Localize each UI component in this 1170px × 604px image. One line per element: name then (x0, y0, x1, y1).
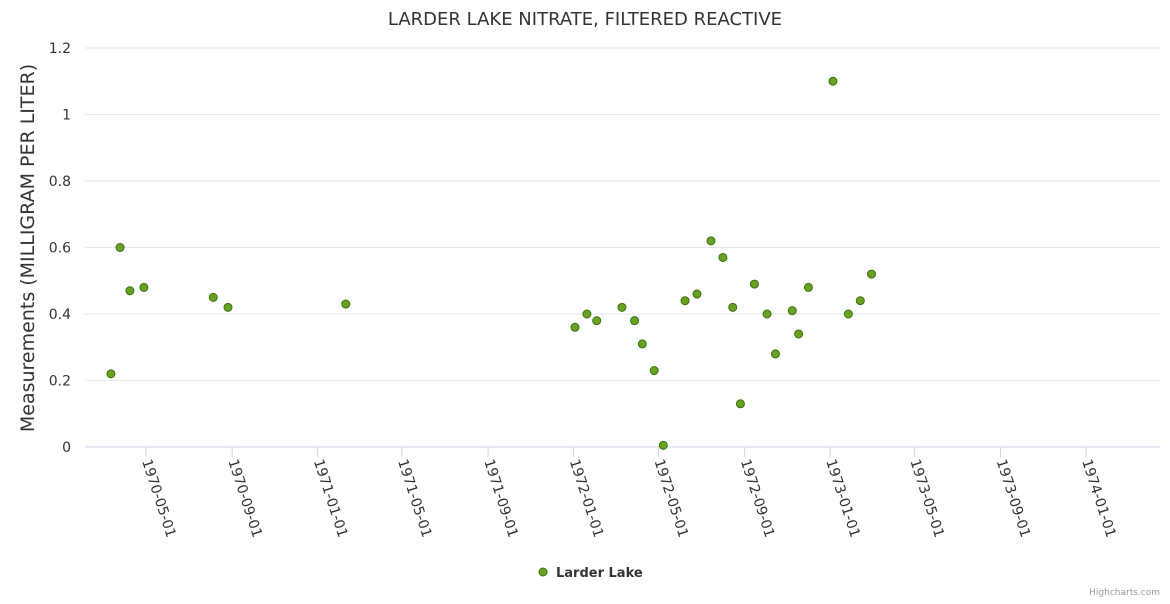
data-point[interactable] (125, 286, 135, 296)
data-point[interactable] (115, 243, 125, 252)
y-tick-label: 0.6 (49, 241, 71, 257)
data-point[interactable] (794, 329, 804, 339)
data-point[interactable] (706, 236, 716, 246)
y-tick-label: 0 (62, 440, 71, 456)
x-tick-label: 1972-09-01 (737, 457, 777, 539)
x-tick-label: 1971-05-01 (394, 457, 434, 539)
y-axis-title: Measurements (MILLIGRAM PER LITER) (17, 64, 39, 432)
data-point[interactable] (658, 440, 668, 450)
credits-link[interactable]: Highcharts.com (1089, 588, 1160, 598)
data-point[interactable] (570, 322, 580, 332)
data-point[interactable] (718, 252, 728, 262)
x-tick-label: 1973-05-01 (906, 457, 946, 539)
data-point[interactable] (770, 349, 780, 359)
data-point[interactable] (728, 302, 738, 312)
data-point[interactable] (749, 279, 759, 289)
x-tick-label: 1970-05-01 (138, 457, 178, 539)
y-tick-label: 1 (62, 108, 71, 124)
y-tick-label: 1.2 (49, 41, 71, 57)
data-point[interactable] (828, 76, 838, 86)
y-tick-label: 0.4 (49, 307, 71, 323)
x-tick-label: 1971-01-01 (310, 457, 350, 539)
legend[interactable]: Larder Lake (538, 566, 643, 581)
x-tick-label: 1973-01-01 (822, 457, 862, 539)
data-point[interactable] (582, 309, 592, 319)
data-point[interactable] (787, 306, 797, 316)
data-point[interactable] (843, 309, 853, 319)
chart-title: LARDER LAKE NITRATE, FILTERED REACTIVE (388, 9, 782, 30)
y-axis-ticks: 0 0.2 0.4 0.6 0.8 1 1.2 (49, 41, 71, 456)
data-point[interactable] (855, 296, 865, 306)
data-point[interactable] (106, 369, 116, 379)
data-point[interactable] (867, 269, 877, 279)
data-point[interactable] (630, 316, 640, 326)
data-point[interactable] (637, 339, 647, 349)
x-tick-label: 1970-09-01 (224, 457, 264, 539)
x-axis-ticks: 1970-05-01 1970-09-01 1971-01-01 1971-05-01… (138, 447, 1119, 540)
y-tick-label: 0.2 (49, 374, 71, 390)
data-point[interactable] (649, 366, 659, 376)
legend-label: Larder Lake (556, 566, 643, 581)
legend-marker (538, 567, 548, 577)
data-point[interactable] (803, 282, 813, 292)
data-point[interactable] (680, 296, 690, 306)
x-tick-label: 1972-05-01 (651, 457, 691, 539)
data-point[interactable] (208, 292, 218, 302)
data-point[interactable] (341, 299, 351, 309)
data-points (106, 76, 877, 450)
x-tick-label: 1973-09-01 (993, 457, 1033, 539)
x-tick-label: 1974-01-01 (1078, 457, 1118, 539)
x-tick-label: 1971-09-01 (480, 457, 520, 539)
data-point[interactable] (735, 399, 745, 409)
data-point[interactable] (617, 302, 627, 312)
data-point[interactable] (762, 309, 772, 319)
data-point[interactable] (692, 289, 702, 299)
y-tick-label: 0.8 (49, 174, 71, 190)
data-point[interactable] (223, 302, 233, 312)
x-tick-label: 1972-01-01 (566, 457, 606, 539)
data-point[interactable] (139, 282, 149, 292)
data-point[interactable] (592, 316, 602, 326)
grid-lines (85, 47, 1160, 381)
